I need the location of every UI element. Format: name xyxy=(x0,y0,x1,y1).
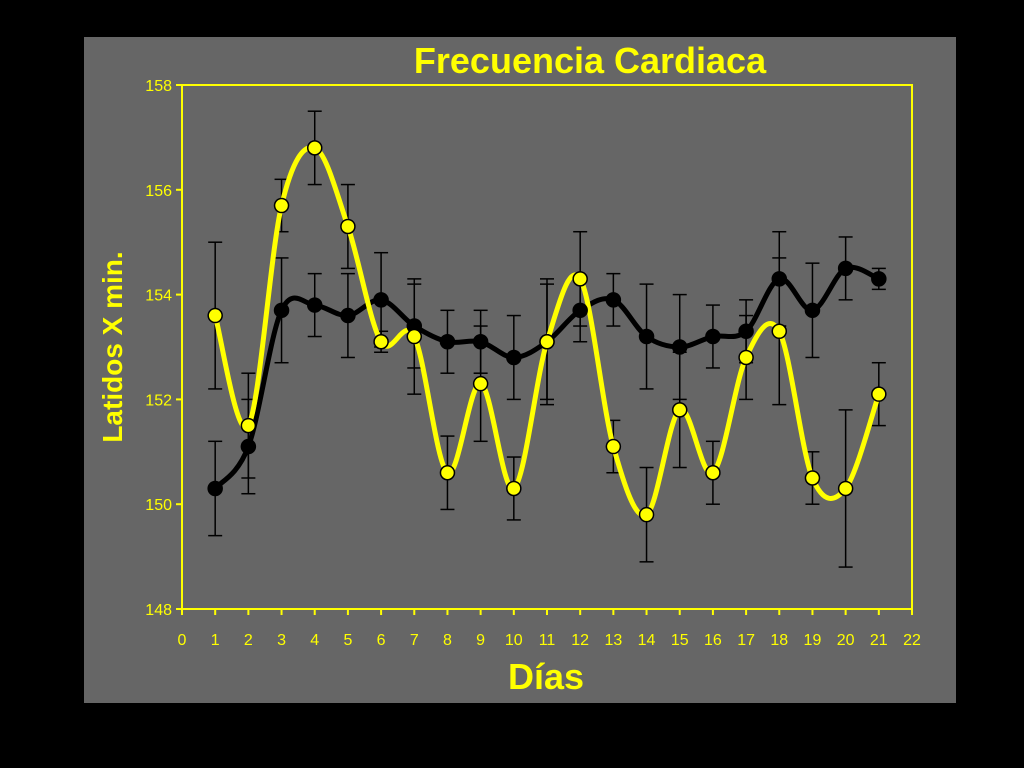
data-point xyxy=(572,271,588,287)
y-tick-label: 154 xyxy=(145,288,172,305)
x-tick-label: 16 xyxy=(704,632,722,649)
x-tick-label: 9 xyxy=(476,632,485,649)
y-tick-label: 152 xyxy=(145,392,172,409)
x-tick-label: 13 xyxy=(604,632,622,649)
chart-title: Frecuencia Cardiaca xyxy=(414,40,767,81)
x-tick-label: 18 xyxy=(770,632,788,649)
data-point xyxy=(506,349,522,366)
data-point xyxy=(439,465,456,481)
data-point xyxy=(871,271,887,287)
data-point xyxy=(771,271,788,287)
y-tick-label: 148 xyxy=(145,602,172,619)
data-point xyxy=(804,302,821,319)
x-tick-label: 10 xyxy=(505,632,523,649)
x-tick-label: 5 xyxy=(343,632,352,649)
data-point xyxy=(705,328,721,345)
x-tick-label: 8 xyxy=(443,632,452,649)
data-point xyxy=(572,302,588,319)
data-point xyxy=(373,334,389,350)
data-point xyxy=(837,260,854,277)
data-point xyxy=(871,386,887,402)
x-tick-label: 19 xyxy=(804,632,822,649)
x-tick-label: 2 xyxy=(244,632,253,649)
data-point xyxy=(240,438,257,455)
data-point xyxy=(439,334,456,350)
data-point xyxy=(472,375,489,392)
data-point xyxy=(771,323,788,340)
data-point xyxy=(804,470,821,486)
data-point xyxy=(340,218,356,235)
data-point xyxy=(273,197,290,214)
x-tick-label: 0 xyxy=(178,632,187,649)
x-tick-label: 11 xyxy=(539,632,556,649)
data-point xyxy=(638,328,655,345)
x-tick-label: 12 xyxy=(571,632,589,649)
x-tick-label: 4 xyxy=(310,632,319,649)
x-tick-label: 1 xyxy=(211,632,220,649)
data-point xyxy=(306,140,323,156)
x-tick-label: 14 xyxy=(638,632,656,649)
x-tick-label: 17 xyxy=(737,632,755,649)
x-tick-label: 7 xyxy=(410,632,419,649)
data-point xyxy=(605,438,622,455)
chart-svg: Frecuencia Cardiaca Latidos X min. Días … xyxy=(97,40,921,697)
data-point xyxy=(539,334,555,350)
y-tick-label: 158 xyxy=(145,78,172,95)
data-point xyxy=(306,297,323,313)
x-tick-label: 21 xyxy=(870,632,888,649)
data-point xyxy=(705,465,721,481)
data-point xyxy=(472,334,489,350)
data-point xyxy=(671,339,688,355)
x-tick-label: 20 xyxy=(837,632,855,649)
y-axis-title: Latidos X min. xyxy=(97,251,128,442)
data-point xyxy=(638,506,655,523)
data-point xyxy=(240,417,257,434)
data-point xyxy=(738,349,754,366)
data-point xyxy=(605,292,622,308)
data-point xyxy=(273,302,290,319)
chart-panel: Frecuencia Cardiaca Latidos X min. Días … xyxy=(84,37,956,703)
y-tick-label: 150 xyxy=(145,497,172,514)
x-axis-title: Días xyxy=(508,656,584,697)
x-tick-label: 15 xyxy=(671,632,689,649)
data-point xyxy=(837,480,854,497)
data-point xyxy=(340,307,356,324)
x-tick-label: 3 xyxy=(277,632,286,649)
x-tick-label: 6 xyxy=(377,632,386,649)
data-point xyxy=(406,328,423,345)
data-point xyxy=(373,292,389,308)
series-points xyxy=(207,140,887,523)
data-point xyxy=(738,323,754,340)
data-point xyxy=(506,480,522,497)
data-point xyxy=(207,480,223,497)
x-tick-label: 22 xyxy=(903,632,921,649)
data-point xyxy=(671,402,688,418)
data-point xyxy=(207,307,223,324)
y-tick-label: 156 xyxy=(145,183,172,200)
